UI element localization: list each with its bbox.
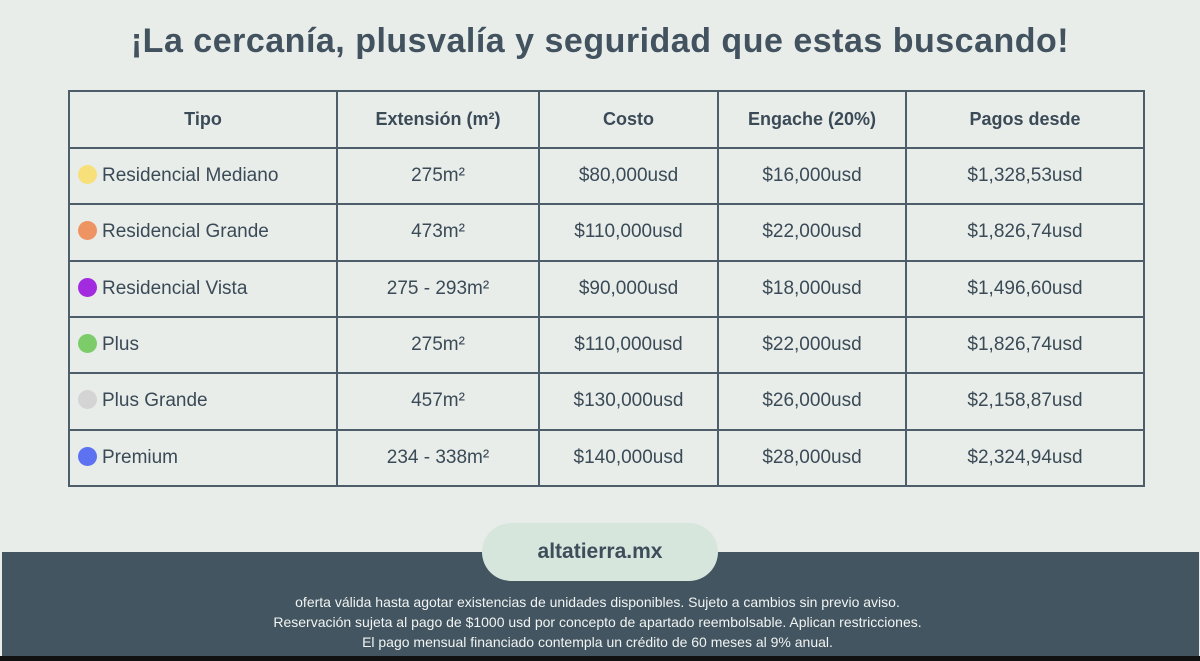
cost-cell: $110,000usd — [538, 315, 719, 375]
payments-cell: $1,496,60usd — [905, 259, 1145, 318]
type-cell: Premium — [68, 428, 338, 488]
down-payment-cell: $16,000usd — [717, 146, 907, 206]
header-extension: Extensión (m²) — [336, 90, 540, 149]
header-costo: Costo — [538, 90, 719, 149]
website-link[interactable]: altatierra.mx — [482, 523, 718, 581]
header-pagos: Pagos desde — [905, 90, 1145, 149]
purple-dot-icon — [78, 277, 97, 297]
extension-cell: 275m² — [336, 146, 540, 206]
gray-dot-icon — [78, 390, 97, 410]
pricing-table: Tipo Extensión (m²) Costo Engache (20%) … — [68, 90, 1145, 488]
cost-cell: $90,000usd — [538, 259, 719, 318]
yellow-dot-icon — [78, 165, 97, 185]
type-label: Premium — [102, 446, 179, 468]
bottom-edge-bar — [0, 656, 1200, 661]
green-dot-icon — [78, 334, 97, 354]
cost-cell: $80,000usd — [538, 146, 719, 206]
table-header-row: Tipo Extensión (m²) Costo Engache (20%) … — [68, 90, 1145, 149]
down-payment-cell: $26,000usd — [717, 372, 907, 431]
payments-cell: $1,826,74usd — [905, 203, 1145, 262]
type-cell: Residencial Mediano — [68, 146, 338, 206]
table-row: Plus Grande 457m² $130,000usd $26,000usd… — [68, 372, 1145, 431]
cost-cell: $140,000usd — [538, 428, 719, 488]
orange-dot-icon — [78, 221, 97, 241]
type-label: Residencial Vista — [102, 277, 248, 299]
payments-cell: $2,324,94usd — [905, 428, 1145, 488]
cost-cell: $130,000usd — [538, 372, 719, 431]
payments-cell: $2,158,87usd — [905, 372, 1145, 431]
type-cell: Plus Grande — [68, 372, 338, 431]
payments-cell: $1,328,53usd — [905, 146, 1145, 206]
type-cell: Residencial Grande — [68, 203, 338, 262]
table-row: Residencial Grande 473m² $110,000usd $22… — [68, 203, 1145, 262]
type-label: Plus Grande — [102, 390, 208, 412]
disclaimer-line: El pago mensual financiado contempla un … — [362, 634, 833, 650]
cost-cell: $110,000usd — [538, 203, 719, 262]
page-title: ¡La cercanía, plusvalía y seguridad que … — [130, 22, 1070, 60]
type-label: Residencial Grande — [102, 221, 269, 243]
down-payment-cell: $28,000usd — [717, 428, 907, 488]
blue-dot-icon — [78, 446, 97, 466]
disclaimer-line: oferta válida hasta agotar existencias d… — [295, 594, 900, 610]
extension-cell: 473m² — [336, 203, 540, 262]
type-cell: Plus — [68, 315, 338, 375]
disclaimer-text: oferta válida hasta agotar existencias d… — [0, 592, 1195, 652]
extension-cell: 457m² — [336, 372, 540, 431]
payments-cell: $1,826,74usd — [905, 315, 1145, 375]
extension-cell: 234 - 338m² — [336, 428, 540, 488]
down-payment-cell: $22,000usd — [717, 315, 907, 375]
down-payment-cell: $18,000usd — [717, 259, 907, 318]
type-label: Residencial Mediano — [102, 165, 279, 187]
disclaimer-line: Reservación sujeta al pago de $1000 usd … — [273, 614, 922, 630]
table-row: Residencial Vista 275 - 293m² $90,000usd… — [68, 259, 1145, 318]
table-row: Plus 275m² $110,000usd $22,000usd $1,826… — [68, 315, 1145, 375]
table-row: Premium 234 - 338m² $140,000usd $28,000u… — [68, 428, 1145, 488]
type-label: Plus — [102, 334, 139, 356]
type-cell: Residencial Vista — [68, 259, 338, 318]
header-enganche: Engache (20%) — [717, 90, 907, 149]
table-row: Residencial Mediano 275m² $80,000usd $16… — [68, 146, 1145, 206]
header-tipo: Tipo — [68, 90, 338, 149]
extension-cell: 275 - 293m² — [336, 259, 540, 318]
down-payment-cell: $22,000usd — [717, 203, 907, 262]
extension-cell: 275m² — [336, 315, 540, 375]
